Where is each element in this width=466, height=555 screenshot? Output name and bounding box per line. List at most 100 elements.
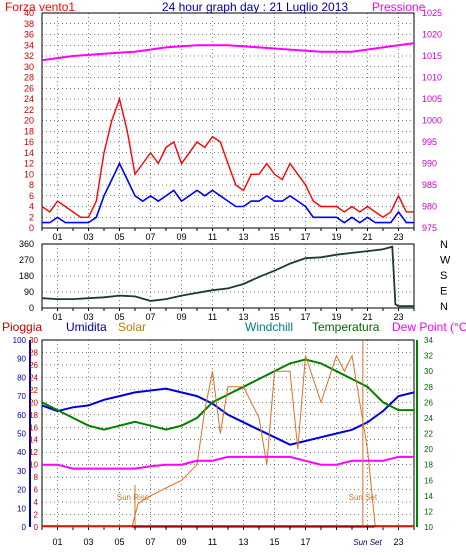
p3-ytick-pioggia-6: 60 bbox=[17, 411, 26, 420]
p1-ytick-left-6: 12 bbox=[24, 159, 34, 169]
p1-ytick-right-7: 1010 bbox=[422, 73, 442, 83]
p3-ytick-right-9: 28 bbox=[424, 383, 433, 392]
legend-solar: Solar bbox=[118, 320, 146, 334]
p1-xlabel-8: 17 bbox=[300, 232, 310, 242]
p1-ytick-left-12: 24 bbox=[24, 94, 34, 104]
p1-ytick-left-11: 22 bbox=[24, 105, 34, 115]
p3-ytick-pioggia-8: 80 bbox=[17, 373, 26, 382]
p2-xlabel-10: 21 bbox=[362, 312, 372, 322]
p1-ytick-left-14: 28 bbox=[24, 73, 34, 83]
p3-ytick-pioggia-3: 30 bbox=[17, 467, 26, 476]
compass-label-1: W bbox=[440, 255, 451, 267]
p3-ytick-pioggia-9: 90 bbox=[17, 355, 26, 364]
p3-ytick-umidita-7: 14 bbox=[29, 436, 38, 445]
compass-label-4: N bbox=[440, 301, 448, 313]
p3-ytick-umidita-15: 30 bbox=[29, 336, 38, 345]
series-solar bbox=[42, 353, 414, 528]
p1-ytick-right-4: 995 bbox=[422, 137, 437, 147]
p1-xlabel-10: 21 bbox=[362, 232, 372, 242]
p3-ytick-umidita-12: 24 bbox=[29, 373, 38, 382]
p1-xlabel-11: 23 bbox=[393, 232, 403, 242]
p3-ytick-right-0: 10 bbox=[424, 523, 433, 532]
p3-ytick-pioggia-2: 20 bbox=[17, 486, 26, 495]
p1-ytick-left-3: 6 bbox=[29, 191, 34, 201]
p1-ytick-right-1: 980 bbox=[422, 202, 437, 212]
p1-plot-area bbox=[41, 12, 415, 229]
p2-ytick-1: 90 bbox=[24, 287, 34, 297]
p1-ytick-right-8: 1015 bbox=[422, 51, 442, 61]
p1-xlabel-1: 03 bbox=[83, 232, 93, 242]
series-temperatura bbox=[41, 358, 414, 431]
p3-xlabel-1: 03 bbox=[83, 537, 93, 547]
p3-ytick-umidita-11: 22 bbox=[29, 386, 38, 395]
p1-xlabel-7: 15 bbox=[269, 232, 279, 242]
p3-ytick-right-7: 24 bbox=[424, 414, 433, 423]
p3-xlabel-10: 23 bbox=[393, 537, 403, 547]
compass-label-2: S bbox=[440, 270, 447, 282]
p3-ytick-right-10: 30 bbox=[424, 367, 433, 376]
compass-label-3: E bbox=[440, 286, 447, 298]
p1-ytick-left-18: 36 bbox=[24, 30, 34, 40]
sun-set-label: Sun Set bbox=[349, 493, 378, 502]
p3-ytick-right-11: 32 bbox=[424, 352, 433, 361]
p3-xlabel-6: 13 bbox=[238, 537, 248, 547]
p2-xlabel-8: 17 bbox=[300, 312, 310, 322]
p2-xlabel-2: 05 bbox=[114, 312, 124, 322]
temperature-humidity-panel: 0246810121416182022242628300102030405060… bbox=[13, 336, 434, 547]
wind-axis-title: Forza vento1 bbox=[5, 0, 75, 14]
p3-ytick-umidita-8: 16 bbox=[29, 423, 38, 432]
p1-xlabel-6: 13 bbox=[238, 232, 248, 242]
legend-windchill: Windchill bbox=[245, 320, 293, 334]
p3-ytick-umidita-14: 28 bbox=[29, 348, 38, 357]
graph-title: 24 hour graph day : 21 Luglio 2013 bbox=[162, 0, 348, 14]
p1-xlabel-3: 07 bbox=[145, 232, 155, 242]
p3-plot-area bbox=[41, 339, 415, 528]
p1-ytick-right-0: 975 bbox=[422, 223, 437, 233]
legend-dewpoint: Dew Point (°C) bbox=[392, 320, 466, 334]
p3-ytick-umidita-10: 20 bbox=[29, 398, 38, 407]
p3-ytick-pioggia-0: 0 bbox=[22, 523, 27, 532]
p2-xlabel-11: 23 bbox=[393, 312, 403, 322]
p3-ytick-pioggia-7: 70 bbox=[17, 392, 26, 401]
sun-rise-label: Sun Rise bbox=[117, 493, 150, 502]
p3-xlabel-4: 09 bbox=[176, 537, 186, 547]
series-forza-vento bbox=[41, 96, 414, 219]
p2-xlabel-5: 11 bbox=[208, 312, 217, 322]
p3-ytick-umidita-13: 26 bbox=[29, 361, 38, 370]
p1-ytick-left-7: 14 bbox=[24, 148, 34, 158]
p2-xlabel-3: 07 bbox=[145, 312, 155, 322]
pressure-axis-title: Pressione bbox=[372, 0, 426, 14]
p3-ytick-right-8: 26 bbox=[424, 398, 433, 407]
p1-ytick-left-8: 16 bbox=[24, 137, 34, 147]
p3-xlabel-9: Sun Set bbox=[353, 538, 382, 547]
compass-label-0: N bbox=[440, 239, 448, 251]
p3-ytick-umidita-3: 6 bbox=[34, 486, 39, 495]
p1-ytick-right-6: 1005 bbox=[422, 94, 442, 104]
p1-ytick-left-17: 34 bbox=[24, 40, 34, 50]
p3-xlabel-5: 11 bbox=[208, 537, 217, 547]
p2-xlabel-1: 03 bbox=[83, 312, 93, 322]
legend-temperatura: Temperatura bbox=[312, 320, 380, 334]
p1-ytick-right-5: 1000 bbox=[422, 116, 442, 126]
p1-ytick-left-15: 30 bbox=[24, 62, 34, 72]
p2-xlabel-6: 13 bbox=[238, 312, 248, 322]
p3-xlabel-7: 15 bbox=[269, 537, 279, 547]
p3-ytick-right-12: 34 bbox=[424, 336, 433, 345]
p3-ytick-right-4: 18 bbox=[424, 461, 433, 470]
p1-ytick-left-20: 40 bbox=[24, 8, 34, 18]
p1-ytick-left-9: 18 bbox=[24, 126, 34, 136]
p3-ytick-right-5: 20 bbox=[424, 445, 433, 454]
p1-ytick-right-2: 985 bbox=[422, 180, 437, 190]
p1-ytick-right-9: 1020 bbox=[422, 30, 442, 40]
p3-xlabel-3: 07 bbox=[145, 537, 155, 547]
p1-xlabel-4: 09 bbox=[176, 232, 186, 242]
p1-xlabel-9: 19 bbox=[331, 232, 341, 242]
p3-ytick-right-2: 14 bbox=[424, 492, 433, 501]
p1-ytick-left-1: 2 bbox=[29, 212, 34, 222]
p3-xlabel-2: 05 bbox=[114, 537, 124, 547]
p3-ytick-pioggia-1: 10 bbox=[17, 504, 26, 513]
p3-xlabel-0: 01 bbox=[52, 537, 62, 547]
p2-ytick-0: 0 bbox=[29, 303, 34, 313]
